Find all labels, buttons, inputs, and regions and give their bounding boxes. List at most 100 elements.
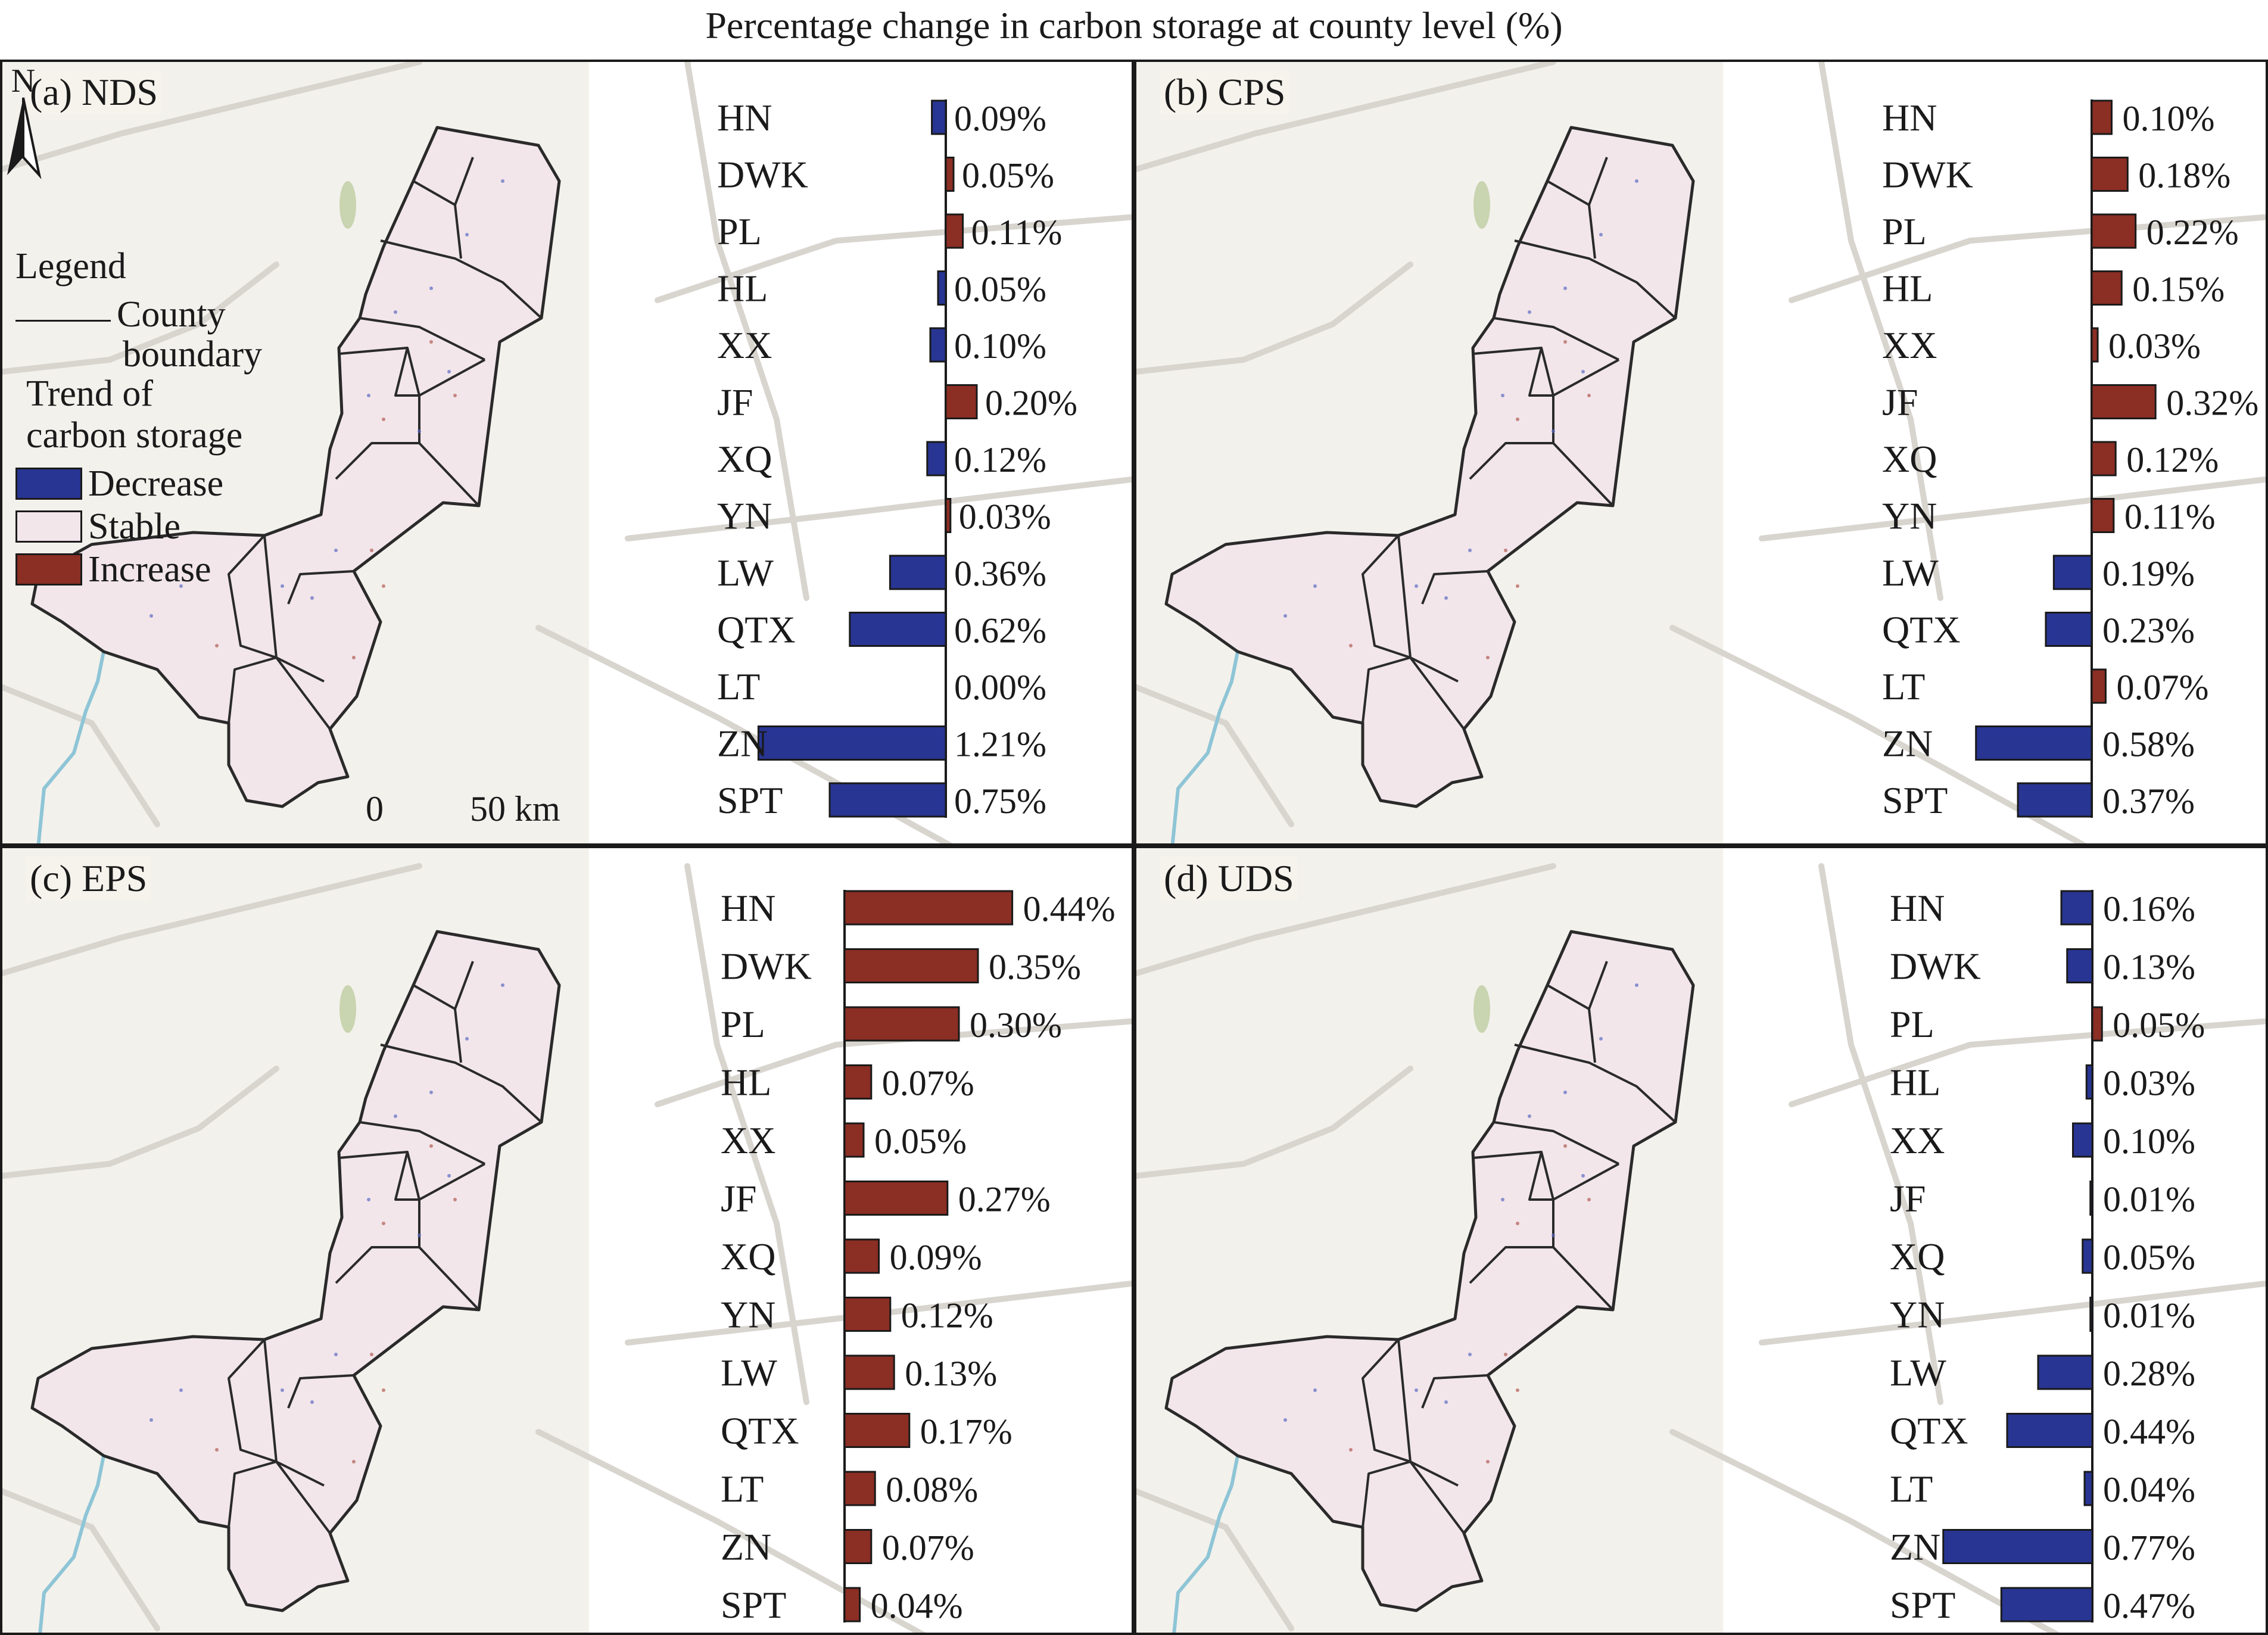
category-label-qtx: QTX bbox=[721, 1410, 799, 1452]
bar-jf bbox=[2091, 384, 2157, 419]
bar-chart-c: HN 0.44% DWK 0.35% PL 0.30% HL 0.07% XX 0.05% JF 0.… bbox=[721, 887, 1116, 1626]
bar-pl bbox=[2091, 1006, 2103, 1042]
category-label-zn: ZN bbox=[721, 1526, 771, 1568]
bar-qtx bbox=[843, 1413, 911, 1448]
category-label-hl: HL bbox=[717, 267, 768, 310]
bar-xq bbox=[2091, 441, 2117, 477]
legend-title: Legend bbox=[15, 246, 126, 286]
value-label-yn: 0.12% bbox=[901, 1296, 993, 1335]
legend-stable-label: Stable bbox=[88, 506, 180, 547]
bar-yn bbox=[2091, 498, 2115, 533]
value-label-xq: 0.09% bbox=[890, 1238, 982, 1277]
bar-qtx bbox=[849, 612, 947, 647]
legend-boundary-label1: County bbox=[117, 294, 226, 335]
bar-xq bbox=[926, 441, 947, 477]
north-label: N bbox=[11, 63, 35, 99]
panel-label-d: (d) UDS bbox=[1160, 857, 1298, 901]
map-a bbox=[2, 62, 1132, 843]
category-label-yn: YN bbox=[1882, 495, 1937, 537]
value-label-dwk: 0.13% bbox=[2103, 948, 2195, 987]
bar-dwk bbox=[2091, 157, 2129, 192]
bar-jf bbox=[945, 384, 978, 419]
scale-bar: 0 50 km bbox=[360, 789, 560, 843]
map-legend: Legend County boundary Trend of carbon s… bbox=[15, 248, 262, 591]
bar-dwk bbox=[945, 157, 955, 192]
category-label-pl: PL bbox=[717, 210, 762, 253]
increase-swatch bbox=[15, 553, 82, 586]
bar-dwk bbox=[843, 948, 979, 983]
bar-spt bbox=[843, 1587, 861, 1622]
value-label-jf: 0.20% bbox=[985, 384, 1077, 423]
bar-lw bbox=[2052, 555, 2093, 590]
bar-yn bbox=[2089, 1297, 2093, 1332]
value-label-spt: 0.04% bbox=[871, 1586, 963, 1625]
value-label-xx: 0.10% bbox=[2103, 1122, 2195, 1161]
category-label-lt: LT bbox=[1882, 665, 1925, 708]
bar-hl bbox=[843, 1064, 873, 1100]
value-label-dwk: 0.18% bbox=[2138, 156, 2230, 195]
category-label-jf: JF bbox=[721, 1178, 757, 1220]
bar-pl bbox=[945, 213, 964, 249]
panel-label-c: (c) EPS bbox=[26, 857, 151, 901]
bar-yn bbox=[843, 1297, 892, 1332]
bar-chart-b: HN 0.10% DWK 0.18% PL 0.22% HL 0.15% XX 0.03% JF 0.… bbox=[1882, 96, 2258, 821]
category-label-hl: HL bbox=[1890, 1061, 1940, 1104]
legend-trend-label1: Trend of bbox=[26, 373, 154, 414]
bar-dwk bbox=[2066, 948, 2093, 983]
value-label-qtx: 0.23% bbox=[2102, 611, 2195, 650]
category-label-xq: XQ bbox=[1882, 438, 1937, 480]
bar-lw bbox=[889, 555, 947, 590]
bar-xq bbox=[843, 1238, 880, 1274]
category-label-zn: ZN bbox=[1890, 1526, 1940, 1568]
bar-pl bbox=[2091, 213, 2137, 249]
legend-decrease-label: Decrease bbox=[88, 463, 224, 504]
category-label-spt: SPT bbox=[1882, 779, 1948, 821]
category-label-lt: LT bbox=[721, 1468, 764, 1510]
value-label-yn: 0.03% bbox=[959, 497, 1051, 537]
category-label-lw: LW bbox=[717, 552, 774, 594]
category-label-xx: XX bbox=[1890, 1119, 1945, 1161]
decrease-swatch bbox=[15, 468, 82, 500]
bar-xx bbox=[929, 327, 947, 363]
bar-hl bbox=[937, 270, 947, 306]
north-arrow-icon: N bbox=[7, 63, 42, 179]
category-label-jf: JF bbox=[1890, 1178, 1926, 1220]
bar-lw bbox=[2037, 1354, 2093, 1390]
value-label-dwk: 0.05% bbox=[962, 156, 1054, 195]
category-label-pl: PL bbox=[1882, 210, 1927, 253]
bar-chart-d: HN 0.16% DWK 0.13% PL 0.05% HL 0.03% XX 0.10% JF 0.… bbox=[1890, 887, 2205, 1626]
bar-chart-a: HN 0.09% DWK 0.05% PL 0.11% HL 0.05% XX 0.10% JF 0.… bbox=[717, 96, 1077, 821]
legend-boundary-row: County bbox=[15, 293, 262, 336]
bar-xx bbox=[2072, 1122, 2093, 1158]
value-label-pl: 0.22% bbox=[2146, 213, 2239, 252]
category-label-lw: LW bbox=[721, 1351, 777, 1394]
bar-spt bbox=[2000, 1587, 2093, 1622]
category-label-lw: LW bbox=[1890, 1351, 1946, 1394]
bar-spt bbox=[828, 782, 947, 818]
value-label-zn: 0.07% bbox=[882, 1528, 974, 1568]
panel-b-cps: HN 0.10% DWK 0.18% PL 0.22% HL 0.15% XX 0.03% JF 0.… bbox=[1134, 60, 2268, 846]
value-label-xx: 0.03% bbox=[2108, 326, 2201, 366]
category-label-dwk: DWK bbox=[717, 154, 808, 196]
value-label-lt: 0.07% bbox=[2116, 668, 2208, 707]
category-label-dwk: DWK bbox=[1890, 945, 1981, 988]
bar-xq bbox=[2082, 1238, 2093, 1274]
value-label-yn: 0.01% bbox=[2103, 1296, 2195, 1335]
bar-zn bbox=[757, 725, 947, 761]
value-label-xx: 0.10% bbox=[954, 326, 1046, 366]
category-label-zn: ZN bbox=[1882, 722, 1933, 765]
category-label-jf: JF bbox=[1882, 381, 1918, 423]
category-label-dwk: DWK bbox=[1882, 154, 1973, 196]
category-label-yn: YN bbox=[717, 495, 772, 537]
category-label-spt: SPT bbox=[1890, 1584, 1955, 1626]
value-label-lw: 0.19% bbox=[2102, 554, 2195, 593]
value-label-dwk: 0.35% bbox=[989, 948, 1081, 987]
category-label-xq: XQ bbox=[717, 438, 772, 480]
value-label-hn: 0.16% bbox=[2103, 889, 2195, 929]
value-label-yn: 0.11% bbox=[2124, 497, 2216, 537]
panel-d-uds: HN 0.16% DWK 0.13% PL 0.05% HL 0.03% XX 0.10% JF 0.… bbox=[1134, 846, 2268, 1635]
value-label-jf: 0.27% bbox=[958, 1180, 1051, 1219]
value-label-lw: 0.28% bbox=[2103, 1354, 2195, 1393]
stable-swatch bbox=[15, 510, 82, 543]
value-label-qtx: 0.62% bbox=[954, 611, 1046, 650]
